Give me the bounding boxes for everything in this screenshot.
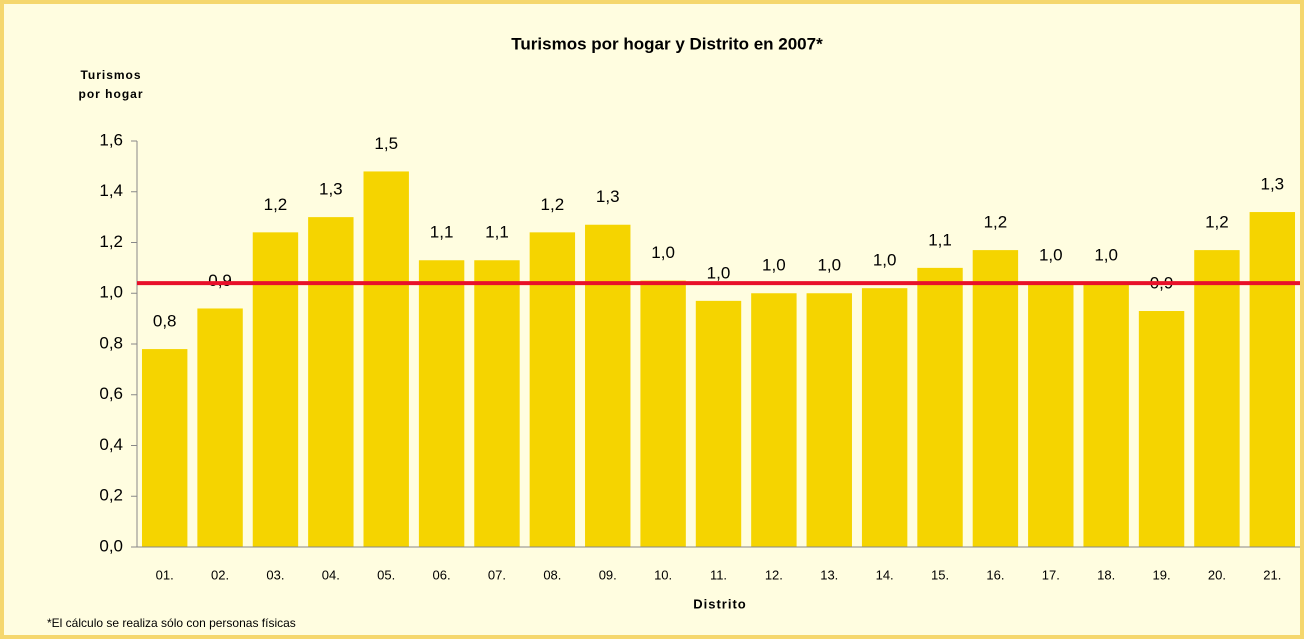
x-tick-label: 05.: [377, 567, 395, 582]
bar: [861, 288, 908, 547]
data-label: 1,2: [264, 195, 288, 214]
footnote: *El cálculo se realiza sólo con personas…: [47, 616, 296, 630]
y-tick-label: 0,6: [99, 384, 123, 403]
bar: [1138, 311, 1185, 547]
data-label: 1,2: [1205, 213, 1229, 232]
y-tick-label: 1,4: [99, 181, 123, 200]
bar: [1249, 212, 1296, 548]
x-tick-label: 10.: [654, 567, 672, 582]
x-tick-label: 13.: [820, 567, 838, 582]
x-tick-label: 01.: [156, 567, 174, 582]
bar: [252, 232, 299, 547]
x-tick-label: 03.: [266, 567, 284, 582]
data-label: 1,1: [928, 230, 952, 249]
bar: [1194, 250, 1240, 548]
data-label: 1,3: [319, 180, 343, 199]
x-tick-label: 04.: [322, 567, 340, 582]
x-tick-label: 08.: [543, 567, 561, 582]
bar: [751, 293, 797, 547]
bar: [363, 171, 409, 547]
x-tick-label: 15.: [931, 567, 949, 582]
bar: [972, 250, 1019, 548]
data-label: 1,0: [707, 263, 731, 282]
x-tick-label: 16.: [986, 567, 1004, 582]
bar: [197, 308, 243, 547]
data-label: 1,1: [430, 223, 454, 242]
bar: [585, 224, 631, 548]
data-label: 1,0: [1039, 246, 1063, 265]
bar: [917, 267, 963, 547]
x-tick-label: 14.: [876, 567, 894, 582]
y-tick-label: 0,4: [99, 435, 123, 454]
bar: [141, 349, 188, 547]
y-tick-label: 0,8: [99, 333, 123, 352]
bar: [474, 260, 520, 547]
bar: [806, 293, 852, 547]
data-label: 1,3: [1260, 175, 1284, 194]
x-tick-label: 11.: [710, 567, 727, 582]
y-axis-label: Turismos por hogar: [78, 68, 144, 101]
x-tick-label: 06.: [433, 567, 451, 582]
x-tick-label: 09.: [599, 567, 617, 582]
x-tick-label: 17.: [1042, 567, 1060, 582]
x-tick-label: 20.: [1208, 567, 1226, 582]
data-label: 0,8: [153, 312, 177, 331]
bar: [695, 300, 742, 547]
chart-title: Turismos por hogar y Distrito en 2007*: [511, 34, 823, 53]
x-tick-label: 18.: [1097, 567, 1115, 582]
y-tick-label: 1,0: [99, 283, 123, 302]
data-label: 1,0: [873, 251, 897, 270]
bar: [529, 232, 576, 547]
x-tick-label: 07.: [488, 567, 506, 582]
bar: [640, 280, 686, 547]
data-label: 1,5: [374, 134, 398, 153]
x-tick-label: 21.: [1263, 567, 1281, 582]
data-label: 1,0: [651, 243, 675, 262]
bar: [1083, 283, 1129, 547]
bar: [418, 260, 465, 547]
data-label: 1,1: [485, 223, 509, 242]
data-label: 1,0: [1094, 246, 1118, 265]
x-tick-label: 12.: [765, 567, 783, 582]
y-tick-label: 0,0: [99, 536, 123, 555]
data-label: 1,0: [762, 256, 786, 275]
data-label: 1,2: [984, 213, 1008, 232]
x-axis-label: Distrito: [693, 596, 747, 611]
x-tick-label: 02.: [211, 567, 229, 582]
data-label: 1,3: [596, 187, 620, 206]
y-tick-label: 1,2: [99, 232, 123, 251]
y-tick-label: 0,2: [99, 486, 123, 505]
y-tick-label: 1,6: [99, 130, 123, 149]
data-label: 1,2: [541, 195, 565, 214]
bar: [1028, 283, 1074, 547]
data-label: 0,9: [208, 271, 232, 290]
data-label: 1,0: [817, 256, 841, 275]
x-tick-label: 19.: [1153, 567, 1171, 582]
bar: [308, 217, 354, 547]
